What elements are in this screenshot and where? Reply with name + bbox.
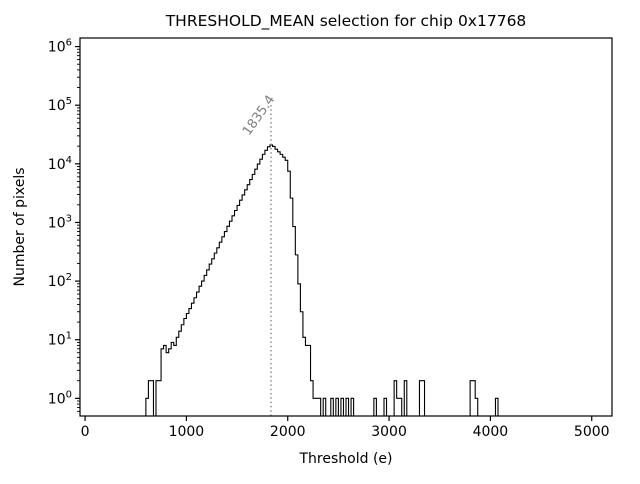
axes-spines (79, 37, 613, 417)
tick-label: 1000 (169, 424, 205, 440)
tick-label: 104 (48, 155, 72, 173)
histogram-step-outline (145, 144, 499, 417)
tick-label: 2000 (270, 424, 306, 440)
tick-label: 106 (48, 38, 72, 56)
tick-label: 100 (48, 389, 72, 407)
tick-label: 4000 (473, 424, 509, 440)
tick-label: 105 (48, 96, 72, 114)
tick-label: 5000 (574, 424, 610, 440)
tick-label: 0 (81, 424, 90, 440)
y-axis-label: Number of pixels (12, 167, 28, 286)
tick-label: 101 (48, 331, 72, 349)
threshold-annotation-label: 1835.4 (240, 93, 278, 139)
tick-label: 103 (48, 213, 72, 231)
tick-label: 3000 (371, 424, 407, 440)
x-axis-label: Threshold (e) (299, 451, 393, 467)
chart-title: THRESHOLD_MEAN selection for chip 0x1776… (165, 12, 527, 31)
plot-area: 0 1000 2000 3000 4000 5000 100 101 102 103 104 105 1… (48, 38, 610, 440)
tick-label: 102 (48, 272, 72, 290)
